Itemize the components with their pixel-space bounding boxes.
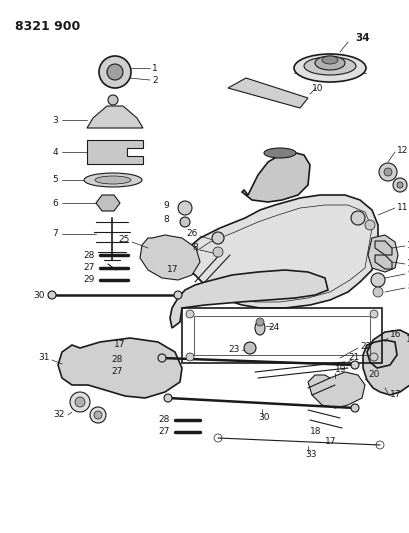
Ellipse shape	[321, 56, 337, 64]
Circle shape	[211, 232, 223, 244]
Circle shape	[369, 310, 377, 318]
Text: 17: 17	[324, 438, 336, 447]
Text: 9: 9	[163, 201, 169, 211]
Circle shape	[186, 353, 193, 361]
Text: 18: 18	[309, 427, 321, 437]
Circle shape	[99, 56, 131, 88]
Text: 16: 16	[389, 330, 400, 340]
Text: 27: 27	[111, 367, 123, 376]
Circle shape	[213, 247, 222, 257]
Circle shape	[157, 354, 166, 362]
Text: 30: 30	[34, 290, 45, 300]
Circle shape	[396, 182, 402, 188]
Circle shape	[70, 392, 90, 412]
Ellipse shape	[263, 148, 295, 158]
Text: 4: 4	[52, 148, 58, 157]
Polygon shape	[307, 372, 364, 408]
Circle shape	[383, 168, 391, 176]
Text: 11: 11	[396, 203, 407, 212]
Text: 8: 8	[192, 244, 198, 253]
Circle shape	[90, 407, 106, 423]
Polygon shape	[362, 330, 409, 395]
Text: 19: 19	[334, 366, 346, 375]
Text: 9: 9	[406, 269, 409, 278]
Text: 12: 12	[396, 146, 407, 155]
Ellipse shape	[303, 57, 355, 75]
Ellipse shape	[314, 56, 344, 70]
Text: 29: 29	[83, 276, 95, 285]
Circle shape	[48, 291, 56, 299]
Circle shape	[364, 220, 374, 230]
Circle shape	[108, 95, 118, 105]
Ellipse shape	[84, 173, 142, 187]
Polygon shape	[170, 270, 327, 328]
Text: 17: 17	[389, 391, 400, 400]
Polygon shape	[87, 106, 143, 128]
Circle shape	[173, 291, 182, 299]
Text: 7: 7	[52, 230, 58, 238]
Text: 15: 15	[405, 335, 409, 344]
Circle shape	[369, 353, 377, 361]
Text: 26: 26	[186, 230, 198, 238]
Polygon shape	[58, 338, 182, 398]
Text: 21: 21	[347, 353, 359, 362]
Circle shape	[350, 361, 358, 369]
Text: 14: 14	[406, 260, 409, 269]
Polygon shape	[374, 241, 391, 255]
Text: 10: 10	[311, 84, 323, 93]
Polygon shape	[227, 78, 307, 108]
Circle shape	[255, 318, 263, 326]
Polygon shape	[367, 235, 397, 272]
Text: 22: 22	[359, 343, 370, 351]
Text: 20: 20	[367, 370, 378, 379]
Text: 34: 34	[354, 33, 369, 43]
Text: 23: 23	[228, 345, 239, 354]
Circle shape	[94, 411, 102, 419]
Text: 5: 5	[52, 175, 58, 184]
Text: 1: 1	[152, 63, 157, 72]
Ellipse shape	[95, 176, 131, 184]
Circle shape	[186, 310, 193, 318]
Polygon shape	[139, 235, 200, 280]
Text: 2: 2	[152, 76, 157, 85]
Text: 3: 3	[52, 116, 58, 125]
Polygon shape	[87, 140, 143, 164]
Text: 8: 8	[406, 282, 409, 292]
Circle shape	[372, 287, 382, 297]
Text: 33: 33	[304, 450, 316, 459]
Text: 31: 31	[38, 353, 50, 362]
Text: 17: 17	[166, 265, 178, 274]
Circle shape	[350, 404, 358, 412]
Text: 28: 28	[158, 416, 170, 424]
Circle shape	[178, 201, 191, 215]
Text: 25: 25	[118, 236, 130, 245]
Ellipse shape	[293, 54, 365, 82]
Ellipse shape	[254, 321, 264, 335]
Text: 27: 27	[83, 263, 95, 272]
Polygon shape	[180, 195, 377, 308]
Text: 8: 8	[163, 215, 169, 224]
Circle shape	[243, 342, 255, 354]
Circle shape	[164, 394, 172, 402]
Polygon shape	[96, 195, 120, 211]
Polygon shape	[374, 255, 391, 269]
Circle shape	[75, 397, 85, 407]
Circle shape	[378, 163, 396, 181]
Text: 27: 27	[158, 427, 170, 437]
Text: 30: 30	[257, 414, 269, 423]
Text: 6: 6	[52, 198, 58, 207]
Circle shape	[180, 217, 189, 227]
Text: 32: 32	[54, 410, 65, 419]
Text: 8321 900: 8321 900	[15, 20, 80, 33]
Text: 17: 17	[113, 341, 125, 350]
Polygon shape	[241, 152, 309, 202]
Circle shape	[107, 64, 123, 80]
Text: 13: 13	[406, 241, 409, 251]
Text: 24: 24	[267, 324, 279, 333]
Circle shape	[370, 273, 384, 287]
Text: 28: 28	[83, 251, 95, 260]
Text: 28: 28	[111, 356, 123, 365]
Circle shape	[392, 178, 406, 192]
Circle shape	[350, 211, 364, 225]
